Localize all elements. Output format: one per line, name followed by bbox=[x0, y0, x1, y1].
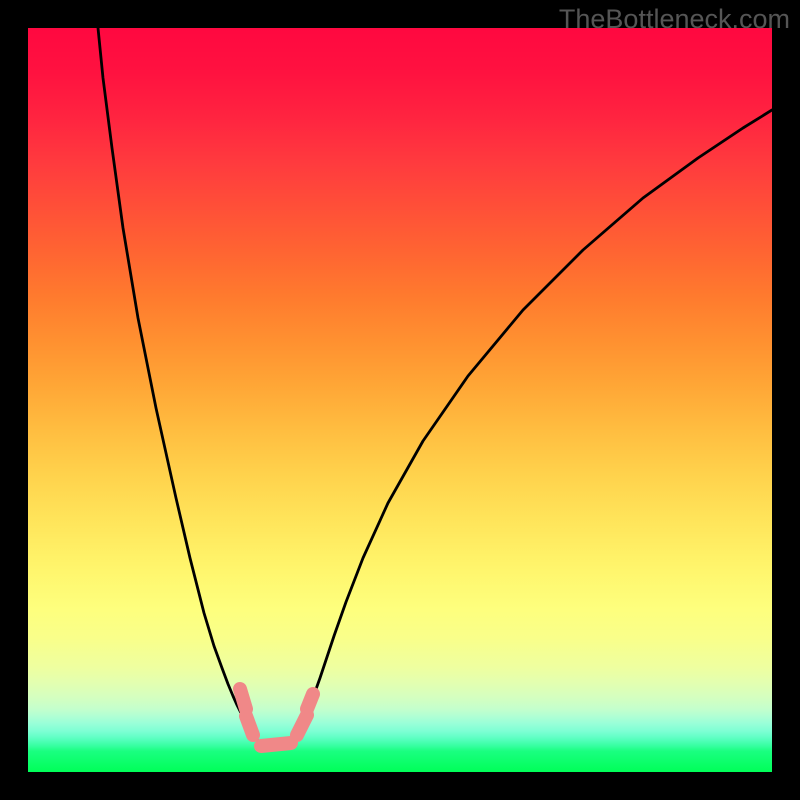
gradient-plot-area bbox=[28, 28, 772, 772]
chart-svg bbox=[0, 0, 800, 800]
chart-frame: TheBottleneck.com bbox=[0, 0, 800, 800]
watermark-text: TheBottleneck.com bbox=[559, 4, 790, 35]
